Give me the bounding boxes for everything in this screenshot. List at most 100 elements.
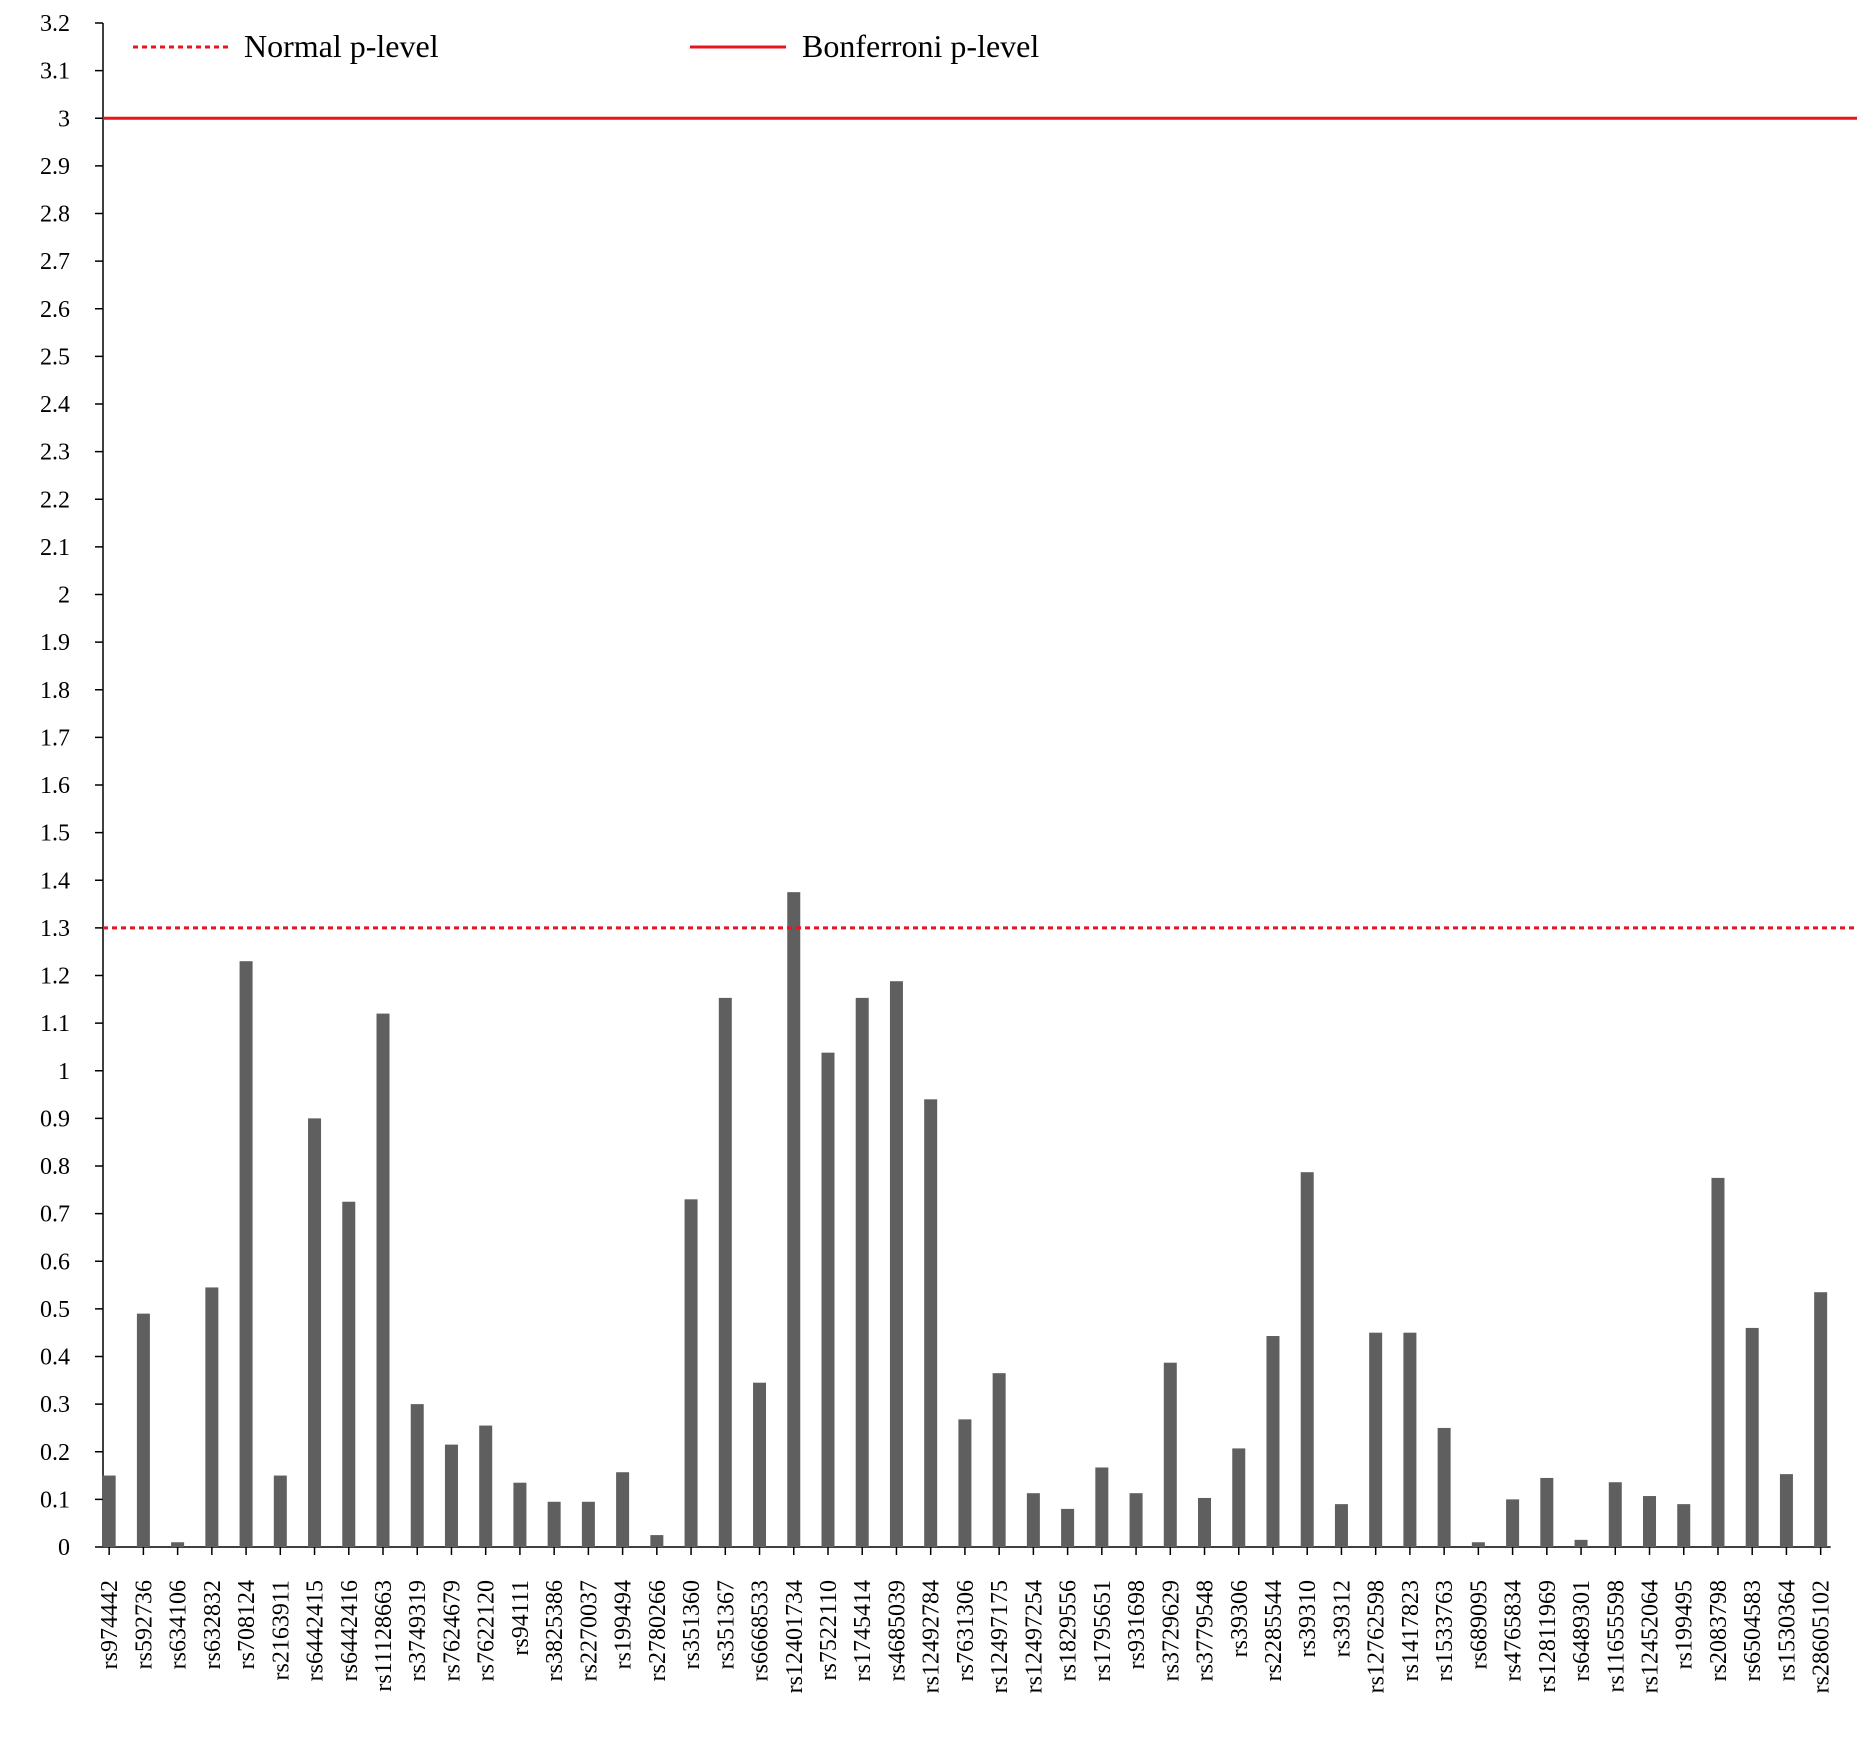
- y-tick-label: 1.2: [40, 964, 70, 990]
- y-tick-label: 1.1: [40, 1011, 70, 1037]
- legend: Normal p-level Bonferroni p-level: [133, 28, 1039, 64]
- x-tick-label: rs199494: [611, 1580, 637, 1669]
- x-tick-label: rs6504583: [1740, 1580, 1766, 1681]
- x-tick-label: rs39312: [1329, 1580, 1355, 1657]
- bar: [479, 1425, 493, 1547]
- y-tick-label: 2.6: [40, 297, 70, 323]
- x-tick-label: rs28605102: [1809, 1580, 1835, 1693]
- y-tick-label: 0.4: [40, 1345, 70, 1371]
- x-tick-label: rs12762598: [1364, 1580, 1390, 1693]
- x-tick-label: rs6442416: [337, 1580, 363, 1681]
- bar: [1266, 1336, 1280, 1547]
- bar: [1608, 1482, 1622, 1547]
- x-tick-label: rs3779548: [1193, 1580, 1219, 1681]
- bar: [889, 981, 903, 1547]
- x-tick-label: rs7522110: [816, 1580, 842, 1680]
- bar: [1129, 1493, 1143, 1547]
- x-tick-label: rs632832: [200, 1580, 226, 1669]
- x-tick-label: rs3825386: [542, 1580, 568, 1681]
- bar: [342, 1201, 356, 1547]
- bar: [1403, 1332, 1417, 1547]
- bar: [1677, 1504, 1691, 1547]
- bar: [1163, 1362, 1177, 1547]
- bar: [1779, 1474, 1793, 1547]
- bar: [1026, 1493, 1040, 1547]
- bar: [239, 961, 253, 1547]
- x-tick-label: rs689095: [1466, 1580, 1492, 1669]
- y-tick-label: 0: [58, 1535, 70, 1561]
- bar: [1506, 1499, 1520, 1547]
- x-tick-label: rs6489301: [1569, 1580, 1595, 1681]
- bar: [410, 1404, 424, 1547]
- x-tick-label: rs2270037: [576, 1580, 602, 1681]
- x-tick-label: rs3729629: [1158, 1580, 1184, 1681]
- bar: [1437, 1427, 1451, 1547]
- bar: [205, 1287, 219, 1547]
- bar: [1745, 1327, 1759, 1547]
- bar: [1540, 1477, 1554, 1547]
- x-tick-label: rs931698: [1124, 1580, 1150, 1669]
- x-tick-label: rs11128663: [371, 1580, 397, 1692]
- y-tick-label: 2.7: [40, 249, 70, 275]
- bar: [753, 1382, 767, 1547]
- y-tick-label: 2.4: [40, 392, 70, 418]
- bar: [616, 1472, 630, 1547]
- bar: [444, 1444, 458, 1547]
- x-tick-label: rs39310: [1295, 1580, 1321, 1657]
- x-tick-label: rs1533763: [1432, 1580, 1458, 1681]
- y-tick-label: 0.9: [40, 1106, 70, 1132]
- legend-label-bonferroni-p-level: Bonferroni p-level: [802, 28, 1039, 64]
- x-tick-label: rs11655598: [1603, 1580, 1629, 1692]
- y-tick-label: 2.8: [40, 202, 70, 228]
- bar: [821, 1052, 835, 1547]
- bar: [1232, 1448, 1246, 1547]
- x-tick-label: rs1417823: [1398, 1580, 1424, 1681]
- bar: [376, 1013, 390, 1547]
- x-tick-label: rs199495: [1672, 1580, 1698, 1669]
- x-tick-label: rs708124: [234, 1580, 260, 1669]
- x-tick-label: rs12497254: [1021, 1580, 1047, 1693]
- bar: [136, 1313, 150, 1547]
- x-tick-label: rs4685039: [884, 1580, 910, 1681]
- x-tick-label: rs94111: [508, 1580, 534, 1656]
- x-tick-label: rs7631306: [953, 1580, 979, 1681]
- y-tick-label: 1.8: [40, 678, 70, 704]
- bar: [787, 892, 801, 1547]
- x-tick-label: rs39306: [1227, 1580, 1253, 1657]
- bar: [1471, 1542, 1485, 1547]
- y-tick-label: 1.7: [40, 725, 70, 751]
- bar: [1814, 1292, 1828, 1547]
- x-tick-label: rs2780266: [645, 1580, 671, 1681]
- x-tick-label: rs4765834: [1501, 1580, 1527, 1681]
- y-tick-label: 2.9: [40, 154, 70, 180]
- y-tick-label: 1.5: [40, 821, 70, 847]
- x-tick-label: rs6668533: [748, 1580, 774, 1681]
- y-tick-label: 0.3: [40, 1392, 70, 1418]
- x-tick-label: rs2285544: [1261, 1580, 1287, 1681]
- y-tick-label: 2.1: [40, 535, 70, 561]
- x-tick-label: rs7622120: [474, 1580, 500, 1681]
- x-tick-label: rs3749319: [405, 1580, 431, 1681]
- x-tick-label: rs2083798: [1706, 1580, 1732, 1681]
- y-tick-label: 0.7: [40, 1202, 70, 1228]
- y-tick-label: 2: [58, 583, 70, 609]
- bar: [171, 1542, 185, 1547]
- x-tick-label: rs1795651: [1090, 1580, 1116, 1681]
- x-tick-label: rs351367: [713, 1580, 739, 1669]
- bar: [102, 1475, 116, 1547]
- bar: [924, 1099, 938, 1547]
- bar: [1334, 1504, 1348, 1547]
- y-tick-label: 3.1: [40, 59, 70, 85]
- x-tick-label: rs1745414: [850, 1580, 876, 1681]
- y-tick-label: 2.5: [40, 344, 70, 370]
- legend-label-normal-p-level: Normal p-level: [244, 28, 439, 64]
- x-tick-label: rs12492784: [919, 1580, 945, 1693]
- y-tick-label: 0.6: [40, 1249, 70, 1275]
- x-tick-label: rs12497175: [987, 1580, 1013, 1693]
- plot-area: 0 0.1 0.2 0.3 0.4 0.5 0.6 0.7 0.8 0.9 1 1.1 1.2 1.3 1.…: [40, 11, 1857, 1693]
- x-tick-label: rs592736: [131, 1580, 157, 1669]
- bar: [855, 997, 869, 1547]
- bar: [513, 1482, 527, 1547]
- y-tick-label: 1.9: [40, 630, 70, 656]
